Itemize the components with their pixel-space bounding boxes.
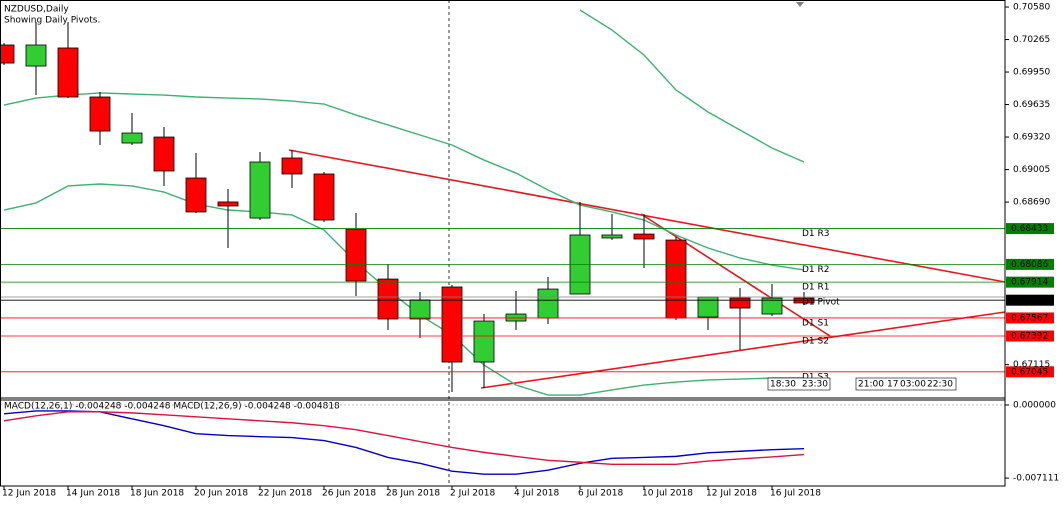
trendline (288, 149, 1006, 283)
price-box (1006, 258, 1054, 270)
pivot-label: D1 Pivot (802, 298, 840, 308)
x-tick-label: 20 Jun 2018 (194, 489, 248, 499)
pivot-label: D1 S1 (802, 318, 829, 328)
x-tick-label: 16 Jul 2018 (770, 489, 821, 499)
price-box (1006, 366, 1054, 378)
time-label: 17 (887, 380, 898, 390)
candle-body (249, 161, 271, 219)
candle-body (537, 288, 559, 319)
y-tick-label: 0.69635 (1013, 100, 1050, 110)
x-tick-label: 12 Jun 2018 (2, 489, 56, 499)
price-box (1006, 223, 1054, 235)
pivot-label: D1 S3 (802, 372, 829, 382)
x-tick-label: 4 Jul 2018 (514, 489, 559, 499)
candle-body (345, 228, 367, 282)
candle-body (377, 278, 399, 320)
y-tick-label: 0.69005 (1013, 165, 1050, 175)
pivot-label: D1 S2 (802, 337, 829, 347)
time-label: 03:00 (900, 380, 926, 390)
price-box (1006, 330, 1054, 342)
y-tick-label: 0.69320 (1013, 133, 1050, 143)
time-label: 22:30 (927, 380, 953, 390)
moving-average (3, 183, 804, 396)
moving-average (3, 92, 805, 271)
candle-body (185, 177, 207, 213)
candle-body (89, 96, 111, 132)
x-tick-label: 2 Jul 2018 (450, 489, 495, 499)
price-box (1006, 276, 1054, 288)
x-tick-label: 10 Jul 2018 (642, 489, 693, 499)
candle-body (25, 44, 47, 67)
macd-line (3, 411, 805, 466)
x-tick-label: 18 Jun 2018 (130, 489, 184, 499)
y-tick-label: 0.67115 (1013, 360, 1050, 370)
price-box-label: 0.67567 (1011, 313, 1048, 323)
candle-body (665, 239, 687, 319)
price-box-label: 0.67392 (1011, 332, 1048, 342)
candle-body (153, 136, 175, 172)
y-tick-label: 0.69950 (1013, 68, 1050, 78)
trendline (480, 311, 1006, 389)
y-tick-label: 0.68690 (1013, 198, 1050, 208)
price-box-label: 0.67739 (1011, 296, 1048, 306)
time-label: 23:30 (802, 380, 828, 390)
candle-body (729, 297, 751, 309)
pivot-label: D1 R2 (802, 265, 830, 275)
time-label: 21:00 (858, 380, 884, 390)
candle-body (409, 299, 431, 320)
candle-body (761, 297, 783, 315)
x-tick-label: 14 Jun 2018 (66, 489, 120, 499)
price-box (1006, 312, 1054, 324)
y-tick-label: 0.70265 (1013, 35, 1050, 45)
time-label: 18:30 (770, 380, 796, 390)
x-tick-label: 26 Jun 2018 (322, 489, 376, 499)
x-tick-label: 12 Jul 2018 (706, 489, 757, 499)
price-box (1006, 294, 1054, 306)
candle-body (313, 173, 335, 221)
plot-frame (0, 0, 1006, 487)
price-box-label: 0.68433 (1011, 224, 1048, 234)
candle-body (633, 233, 655, 240)
x-tick-label: 28 Jun 2018 (386, 489, 440, 499)
y-tick-label: 0.000000 (1013, 400, 1056, 410)
candle-body (121, 132, 143, 144)
x-tick-label: 6 Jul 2018 (578, 489, 623, 499)
shift-marker (796, 2, 804, 7)
x-tick-label: 22 Jun 2018 (258, 489, 312, 499)
candle-body (281, 157, 303, 175)
candle-body (601, 234, 623, 239)
trendline (640, 213, 831, 337)
candle-body (473, 320, 495, 363)
moving-average (579, 9, 805, 163)
y-tick-label: -0.007111 (1013, 474, 1059, 484)
macd-title: MACD(12,26,1) -0.004248 -0.004248 MACD(1… (4, 402, 340, 412)
candle-body (0, 44, 15, 64)
time-box (855, 377, 957, 391)
candle-body (57, 47, 79, 98)
candle-body (441, 286, 463, 363)
macd-line (3, 410, 805, 475)
candle-body (217, 201, 239, 207)
y-tick-label: 0.70580 (1013, 3, 1050, 13)
chart-title: NZDUSD,Daily (4, 5, 69, 15)
pivot-label: D1 R1 (802, 283, 830, 293)
pivot-label: D1 R3 (802, 229, 830, 239)
price-box-label: 0.67914 (1011, 278, 1048, 288)
time-box (767, 377, 831, 391)
candle-body (505, 313, 527, 322)
price-box-label: 0.68086 (1011, 260, 1048, 270)
chart-subtitle: Showing Daily Pivots. (4, 16, 100, 26)
price-box-label: 0.67045 (1011, 367, 1048, 377)
